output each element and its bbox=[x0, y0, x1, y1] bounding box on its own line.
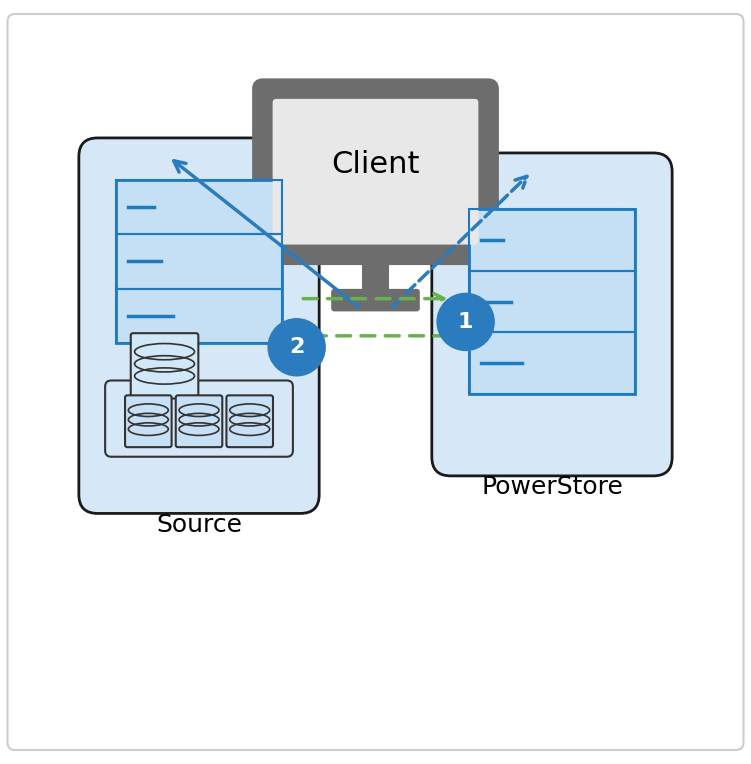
Text: PowerStore: PowerStore bbox=[481, 475, 623, 499]
Text: 2: 2 bbox=[289, 337, 304, 358]
FancyBboxPatch shape bbox=[105, 380, 293, 457]
Bar bbox=[469, 270, 635, 332]
FancyBboxPatch shape bbox=[79, 138, 319, 513]
FancyBboxPatch shape bbox=[363, 251, 389, 296]
Text: 1: 1 bbox=[458, 312, 473, 332]
FancyBboxPatch shape bbox=[331, 289, 420, 312]
Text: Client: Client bbox=[331, 150, 420, 179]
FancyBboxPatch shape bbox=[273, 99, 478, 244]
FancyBboxPatch shape bbox=[469, 209, 635, 394]
FancyBboxPatch shape bbox=[432, 153, 672, 476]
FancyBboxPatch shape bbox=[254, 80, 497, 264]
Bar bbox=[469, 209, 635, 270]
Text: Source: Source bbox=[156, 513, 242, 536]
Bar bbox=[116, 180, 282, 235]
Circle shape bbox=[268, 319, 325, 376]
FancyBboxPatch shape bbox=[125, 395, 171, 447]
Circle shape bbox=[437, 293, 494, 351]
Bar bbox=[469, 332, 635, 394]
FancyBboxPatch shape bbox=[131, 333, 198, 399]
Bar bbox=[116, 235, 282, 289]
Bar bbox=[116, 289, 282, 342]
FancyBboxPatch shape bbox=[8, 14, 743, 750]
FancyBboxPatch shape bbox=[227, 395, 273, 447]
FancyBboxPatch shape bbox=[176, 395, 222, 447]
FancyBboxPatch shape bbox=[116, 180, 282, 342]
